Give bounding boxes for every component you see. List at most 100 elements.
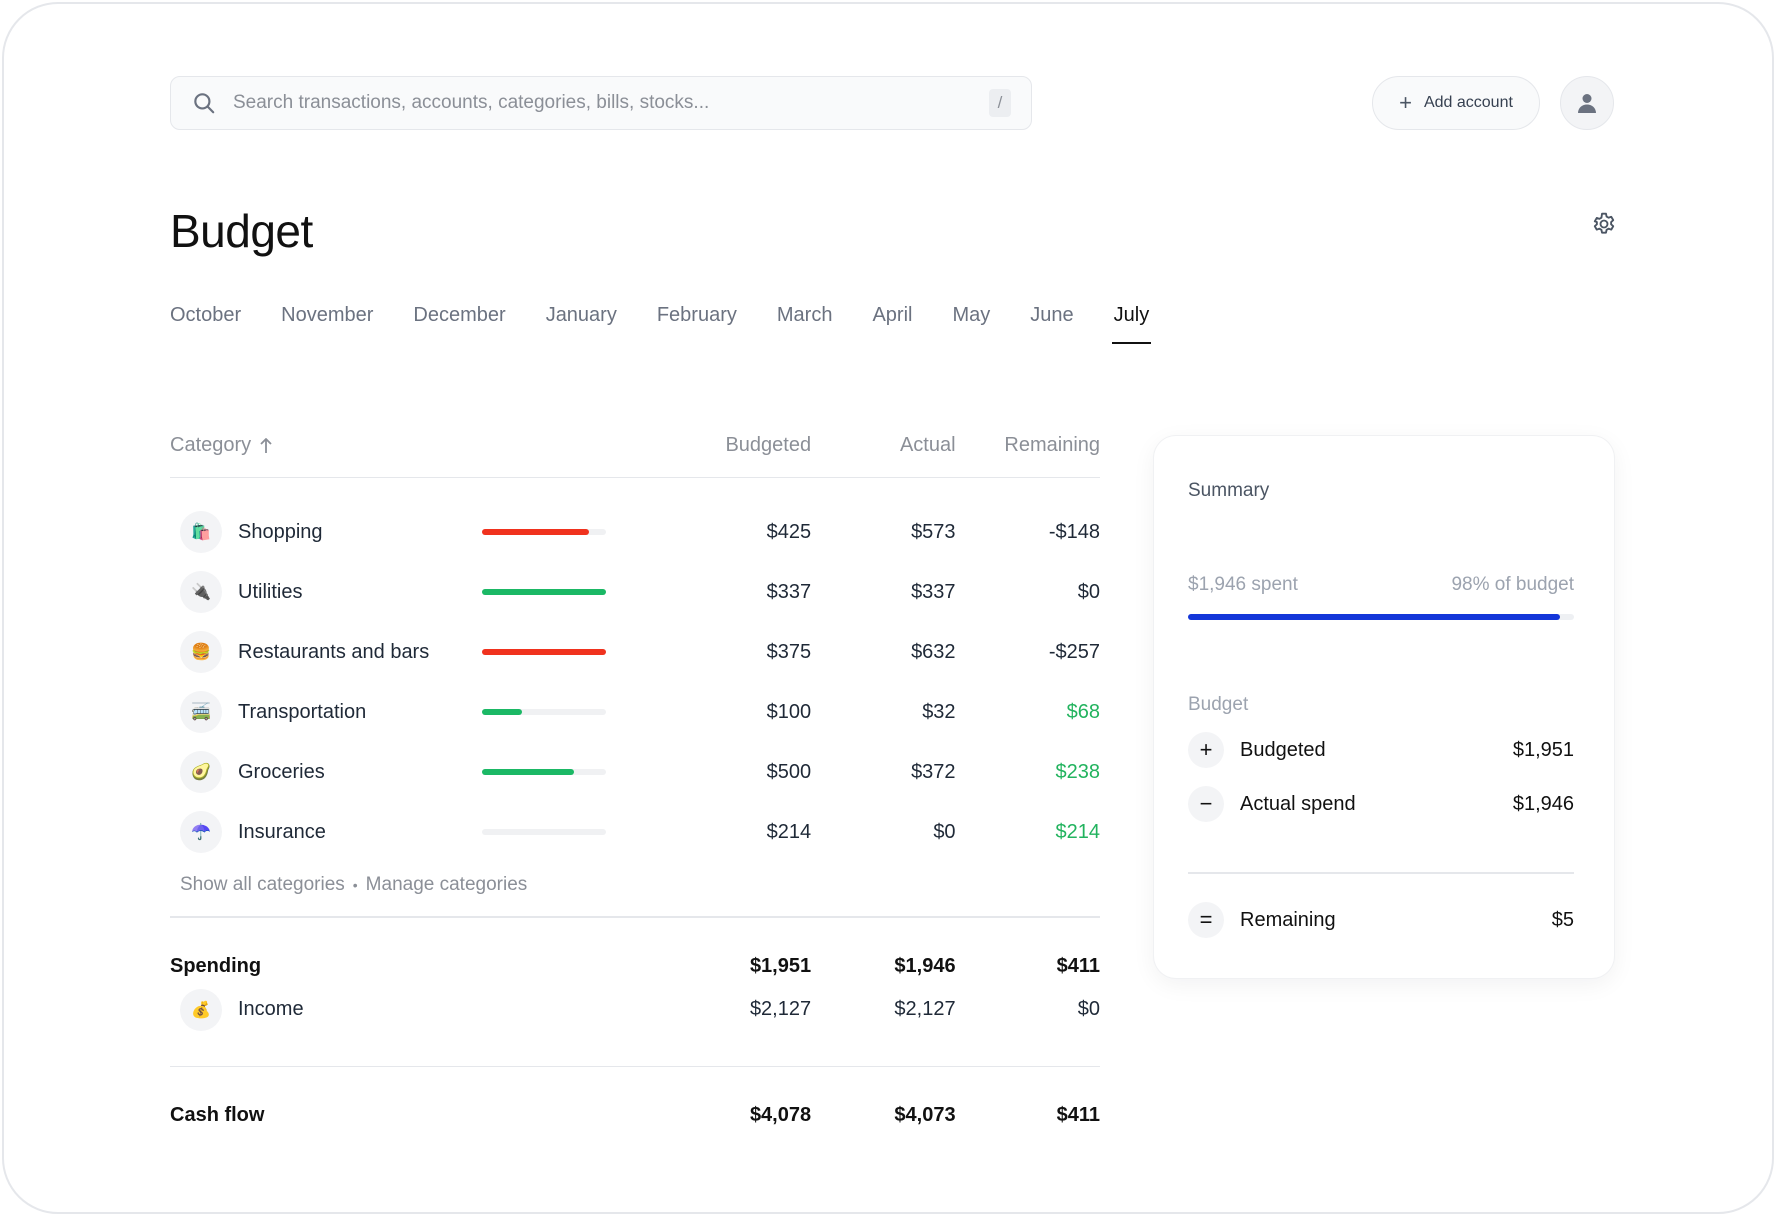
table-row[interactable]: 🥑 Groceries $500 $372 $238 bbox=[170, 742, 1100, 802]
spending-actual: $1,946 bbox=[894, 954, 956, 977]
search-icon bbox=[194, 93, 215, 114]
spending-budgeted: $1,951 bbox=[749, 954, 812, 977]
add-account-label: Add account bbox=[1423, 94, 1513, 111]
budget-section-label: Budget bbox=[1188, 694, 1249, 715]
category-progress-fill bbox=[482, 709, 522, 715]
spending-total-row: Spending $1,951 $1,946 $411 bbox=[170, 918, 1100, 978]
plus-icon: + bbox=[1188, 732, 1224, 768]
spent-row: $1,946 spent 98% of budget bbox=[1188, 574, 1574, 596]
income-row[interactable]: 💰 Income $2,127 $2,127 $0 bbox=[170, 980, 1100, 1040]
table-row[interactable]: 🚎 Transportation $100 $32 $68 bbox=[170, 682, 1100, 742]
category-name: Insurance bbox=[238, 820, 326, 843]
search-bar[interactable]: / bbox=[170, 76, 1032, 130]
budgeted-value: $337 bbox=[766, 580, 812, 603]
summary-budgeted-value: $1,951 bbox=[1512, 738, 1574, 761]
plus-icon: + bbox=[1399, 90, 1412, 115]
summary-actual-row: − Actual spend $1,946 bbox=[1188, 786, 1574, 822]
budgeted-column-header[interactable]: Budgeted bbox=[725, 434, 812, 456]
summary-divider bbox=[1188, 872, 1574, 874]
sort-ascending-icon bbox=[260, 437, 272, 453]
tab-november[interactable]: November bbox=[281, 304, 374, 326]
spent-amount: $1,946 spent bbox=[1188, 574, 1298, 595]
budget-percent: 98% of budget bbox=[1451, 574, 1574, 595]
actual-value: $32 bbox=[922, 700, 956, 723]
gear-icon[interactable] bbox=[1590, 210, 1618, 238]
equals-icon: = bbox=[1188, 902, 1224, 938]
income-remaining: $0 bbox=[1077, 998, 1101, 1020]
remaining-value: -$257 bbox=[1048, 640, 1101, 663]
category-column-header[interactable]: Category bbox=[170, 434, 684, 457]
category-rows: 🛍️ Shopping $425 $573 -$148 🔌 Utilities $337 $33… bbox=[170, 478, 1100, 862]
budgeted-value: $500 bbox=[766, 760, 812, 783]
income-budgeted: $2,127 bbox=[749, 998, 812, 1020]
page-title: Budget bbox=[170, 205, 313, 257]
category-progress-fill bbox=[482, 769, 574, 775]
category-progress-fill bbox=[482, 529, 589, 535]
transportation-icon: 🚎 bbox=[180, 691, 222, 733]
summary-title: Summary bbox=[1188, 480, 1270, 501]
income-name: Income bbox=[238, 998, 304, 1020]
summary-budgeted-row: + Budgeted $1,951 bbox=[1188, 732, 1574, 768]
category-name: Groceries bbox=[238, 760, 325, 783]
category-links: Show all categories • Manage categories bbox=[180, 874, 1100, 896]
category-progress-bar bbox=[482, 589, 606, 595]
link-separator: • bbox=[352, 877, 358, 893]
cash-flow-row: Cash flow $4,078 $4,073 $411 bbox=[170, 1067, 1100, 1127]
actual-value: $372 bbox=[911, 760, 956, 783]
show-all-categories-link[interactable]: Show all categories bbox=[180, 874, 345, 895]
manage-categories-link[interactable]: Manage categories bbox=[365, 874, 528, 895]
category-progress-bar bbox=[482, 649, 606, 655]
table-header: Category Budgeted Actual Remaining bbox=[170, 434, 1100, 478]
cash-flow-budgeted: $4,078 bbox=[749, 1104, 812, 1126]
tab-march[interactable]: March bbox=[776, 304, 833, 326]
budgeted-value: $100 bbox=[766, 700, 812, 723]
actual-column-header[interactable]: Actual bbox=[899, 434, 956, 456]
table-row[interactable]: 🛍️ Shopping $425 $573 -$148 bbox=[170, 502, 1100, 562]
actual-value: $632 bbox=[911, 640, 956, 663]
category-progress-bar bbox=[482, 529, 606, 535]
tab-february[interactable]: February bbox=[656, 304, 737, 326]
groceries-icon: 🥑 bbox=[180, 751, 222, 793]
summary-remaining-label: Remaining bbox=[1240, 908, 1336, 931]
table-row[interactable]: 🍔 Restaurants and bars $375 $632 -$257 bbox=[170, 622, 1100, 682]
tab-january[interactable]: January bbox=[545, 304, 617, 326]
table-row[interactable]: 🔌 Utilities $337 $337 $0 bbox=[170, 562, 1100, 622]
cash-flow-actual: $4,073 bbox=[894, 1104, 956, 1126]
category-name: Transportation bbox=[238, 700, 367, 723]
budgeted-value: $214 bbox=[766, 820, 812, 843]
insurance-icon: ☂️ bbox=[180, 811, 222, 853]
remaining-value: $238 bbox=[1055, 760, 1101, 783]
tab-october[interactable]: October bbox=[170, 304, 242, 326]
table-divider bbox=[170, 1065, 1100, 1067]
remaining-column-header[interactable]: Remaining bbox=[1004, 434, 1101, 456]
category-progress-fill bbox=[482, 589, 606, 595]
category-progress-bar bbox=[482, 709, 606, 715]
avatar[interactable] bbox=[1560, 76, 1614, 130]
summary-actual-label: Actual spend bbox=[1240, 792, 1356, 815]
tab-may[interactable]: May bbox=[952, 304, 991, 326]
category-progress-bar bbox=[482, 769, 606, 775]
tab-june[interactable]: June bbox=[1030, 304, 1074, 326]
tab-april[interactable]: April bbox=[872, 304, 913, 326]
utilities-icon: 🔌 bbox=[180, 571, 222, 613]
actual-value: $337 bbox=[911, 580, 956, 603]
tab-july[interactable]: July bbox=[1111, 304, 1151, 344]
tab-december[interactable]: December bbox=[413, 304, 506, 326]
remaining-value: -$148 bbox=[1048, 520, 1101, 543]
spending-remaining: $411 bbox=[1056, 954, 1101, 977]
search-shortcut-hint: / bbox=[989, 89, 1011, 117]
table-row[interactable]: ☂️ Insurance $214 $0 $214 bbox=[170, 802, 1100, 862]
search-input[interactable] bbox=[233, 92, 989, 114]
shopping-icon: 🛍️ bbox=[180, 511, 222, 553]
spending-label: Spending bbox=[170, 954, 262, 977]
budget-progress-bar bbox=[1188, 614, 1574, 620]
budget-table: Category Budgeted Actual Remaining 🛍️ Sho… bbox=[170, 434, 1100, 1127]
actual-value: $573 bbox=[911, 520, 956, 543]
category-name: Utilities bbox=[238, 580, 303, 603]
minus-icon: − bbox=[1188, 786, 1224, 822]
remaining-value: $214 bbox=[1055, 820, 1101, 843]
table-divider bbox=[170, 916, 1100, 918]
add-account-button[interactable]: + Add account bbox=[1372, 76, 1540, 130]
cash-flow-remaining: $411 bbox=[1056, 1104, 1101, 1126]
